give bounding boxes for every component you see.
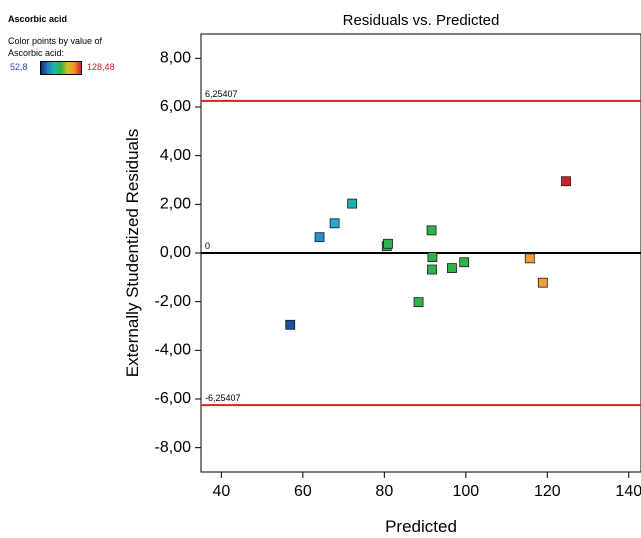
legend-max-value: 128,48 <box>87 62 115 72</box>
chart-title: Residuals vs. Predicted <box>343 12 500 29</box>
reference-line-label: -6,25407 <box>205 393 241 403</box>
legend-caption-line2: Ascorbic acid: <box>8 48 65 58</box>
x-tick-label: 40 <box>212 483 230 500</box>
y-axis-ticks: -8,00 -6,00 -4,00 -2,00 0,00 2,00 4,00 6,00 8,00 <box>155 50 201 456</box>
data-point <box>524 253 535 264</box>
x-axis-ticks: 40 60 80 100 120 140 <box>212 472 641 500</box>
x-tick-label: 60 <box>294 483 312 500</box>
x-tick-label: 100 <box>452 483 479 500</box>
legend-title: Ascorbic acid <box>8 14 68 24</box>
legend-scale: 52,8 128,48 <box>8 61 138 75</box>
data-point <box>426 225 437 236</box>
y-axis-title: Externally Studentized Residuals <box>123 129 142 378</box>
data-point <box>459 257 470 268</box>
color-legend-panel: Ascorbic acid Color points by value of A… <box>8 14 138 75</box>
reference-line-label: 0 <box>205 241 210 251</box>
legend-caption: Color points by value of Ascorbic acid: <box>8 35 138 59</box>
data-point <box>329 218 340 229</box>
data-point <box>427 264 437 275</box>
data-point <box>561 176 571 187</box>
y-tick-label: -4,00 <box>155 342 192 359</box>
reference-lines: 6,25407 0 -6,25407 <box>201 89 641 407</box>
data-point <box>413 297 424 308</box>
y-tick-label: 4,00 <box>160 147 191 164</box>
y-tick-label: 8,00 <box>160 50 191 67</box>
data-point <box>447 263 457 273</box>
x-tick-label: 120 <box>534 483 561 500</box>
y-tick-label: 6,00 <box>160 98 191 115</box>
x-tick-label: 140 <box>615 483 641 500</box>
data-point <box>285 319 296 330</box>
data-point <box>383 238 393 249</box>
legend-color-bar <box>40 61 82 75</box>
y-tick-label: -8,00 <box>155 439 192 456</box>
y-tick-label: -6,00 <box>155 390 192 407</box>
data-points <box>285 176 571 330</box>
data-point <box>537 277 548 288</box>
reference-line-label: 6,25407 <box>205 89 238 99</box>
x-tick-label: 80 <box>375 483 393 500</box>
data-point <box>314 232 325 243</box>
data-point <box>347 198 358 209</box>
y-tick-label: 2,00 <box>160 196 191 213</box>
legend-min-value: 52,8 <box>10 62 28 72</box>
x-axis-title: Predicted <box>385 517 457 536</box>
y-tick-label: -2,00 <box>155 293 192 310</box>
legend-caption-line1: Color points by value of <box>8 36 103 46</box>
data-point <box>427 252 438 263</box>
y-tick-label: 0,00 <box>160 244 191 261</box>
